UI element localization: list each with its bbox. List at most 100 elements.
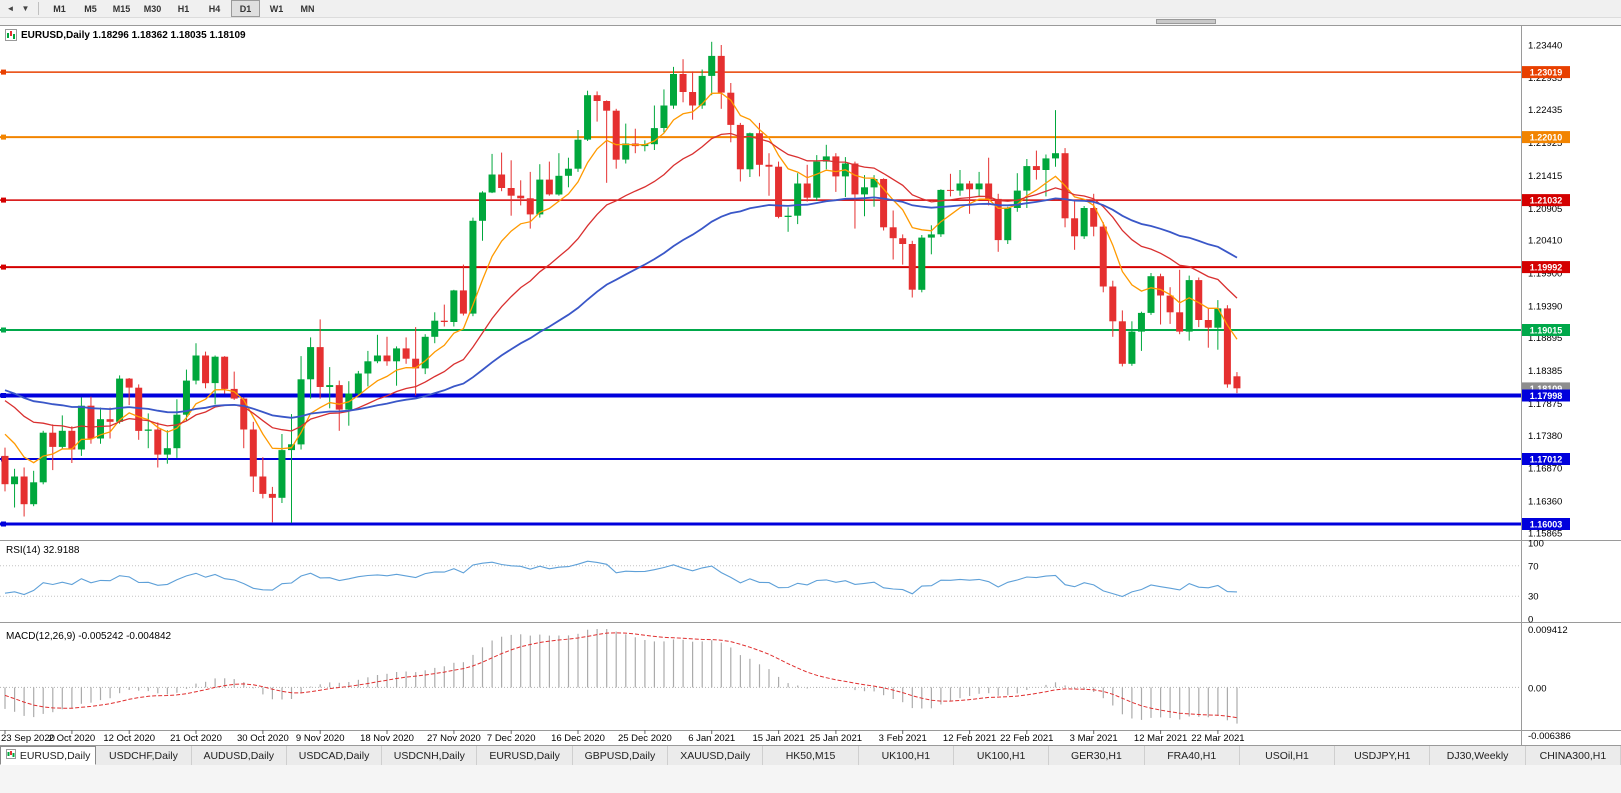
line-anchor-marker[interactable] xyxy=(1,69,6,75)
candle xyxy=(918,235,926,293)
line-anchor-marker[interactable] xyxy=(1,264,6,270)
chart-tab-usdcnh-daily[interactable]: USDCNH,Daily xyxy=(382,746,478,765)
timeframe-toolbar: ◄ ▼ M1 M5 M15 M30 H1 H4 D1 W1 MN xyxy=(0,0,1621,18)
chart-tab-gbpusd-daily[interactable]: GBPUSD,Daily xyxy=(573,746,669,765)
timeframe-button-m1[interactable]: M1 xyxy=(53,3,66,14)
rsi-axis-label: 30 xyxy=(1528,592,1539,603)
chart-tab-usdchf-daily[interactable]: USDCHF,Daily xyxy=(96,746,192,765)
time-axis-label: 27 Nov 2020 xyxy=(427,733,481,744)
candle xyxy=(536,164,544,218)
candle xyxy=(1223,305,1231,388)
timeframe-button-d1[interactable]: D1 xyxy=(231,0,260,17)
chart-tab-eurusd-daily[interactable]: EURUSD,Daily xyxy=(0,746,97,765)
candle xyxy=(1004,206,1012,244)
candle xyxy=(717,45,725,109)
line-anchor-marker[interactable] xyxy=(1,327,6,333)
candle xyxy=(11,468,19,508)
macd-signal-line xyxy=(4,632,1238,719)
time-axis-label: 12 Oct 2020 xyxy=(103,733,155,744)
price-axis-label: 1.15865 xyxy=(1528,528,1562,539)
rsi-label: RSI(14) 32.9188 xyxy=(6,545,80,556)
chart-tabbar: EURUSD,Daily USDCHF,Daily AUDUSD,Daily USDC… xyxy=(0,745,1621,765)
candle xyxy=(459,264,467,316)
chart-scrollbar[interactable] xyxy=(0,18,1621,25)
timeframe-button-h1[interactable]: H1 xyxy=(177,3,190,14)
candles-series xyxy=(1,41,1241,523)
time-axis-label: 23 Sep 2020 xyxy=(1,733,55,744)
candle xyxy=(1099,222,1107,293)
candle xyxy=(20,467,28,517)
price-axis-label: 1.23440 xyxy=(1528,41,1562,52)
candle xyxy=(603,100,611,183)
candle xyxy=(851,161,859,229)
candle xyxy=(211,355,219,405)
candle xyxy=(431,312,439,344)
candle xyxy=(1233,372,1241,394)
time-axis-label: 25 Jan 2021 xyxy=(810,733,862,744)
time-axis-label: 12 Feb 2021 xyxy=(943,733,996,744)
candle xyxy=(1109,280,1117,337)
timeframe-button-h4[interactable]: H4 xyxy=(208,3,221,14)
candle xyxy=(402,337,410,364)
chart-window: 1.23440 1.22935 1.22435 1.21925 1.21415 1.209… xyxy=(0,25,1621,745)
candle xyxy=(870,175,878,207)
candle xyxy=(861,175,868,217)
candle xyxy=(1166,287,1174,324)
price-chart-canvas[interactable]: 1.23440 1.22935 1.22435 1.21925 1.21415 1.209… xyxy=(0,25,1621,745)
line-anchor-marker[interactable] xyxy=(1,521,6,527)
chart-tab-usdjpy-h1[interactable]: USDJPY,H1 xyxy=(1335,746,1431,765)
candle xyxy=(1214,300,1222,350)
candle xyxy=(68,426,76,463)
candle xyxy=(1023,159,1031,208)
candle xyxy=(1032,150,1040,180)
chart-tab-uk100-h1[interactable]: UK100,H1 xyxy=(954,746,1050,765)
candle xyxy=(946,173,954,197)
candle xyxy=(182,369,190,422)
tab-label: EURUSD,Daily xyxy=(489,749,560,762)
timeframe-button-w1[interactable]: W1 xyxy=(269,3,284,14)
chart-tab-audusd-daily[interactable]: AUDUSD,Daily xyxy=(192,746,287,765)
timeframe-button-m5[interactable]: M5 xyxy=(84,3,97,14)
time-axis-label: 7 Dec 2020 xyxy=(487,733,536,744)
candle xyxy=(937,189,945,237)
time-axis-label: 6 Jan 2021 xyxy=(688,733,735,744)
svg-text:1.23019: 1.23019 xyxy=(1530,68,1563,78)
chart-tab-fra40-h1[interactable]: FRA40,H1 xyxy=(1145,746,1240,765)
candle xyxy=(1157,273,1165,325)
timeframe-button-mn[interactable]: MN xyxy=(300,3,315,14)
chart-tab-dj30-weekly[interactable]: DJ30,Weekly xyxy=(1430,746,1526,765)
chart-tab-usoil-h1[interactable]: USOil,H1 xyxy=(1240,746,1336,765)
macd-axis-label: 0.009412 xyxy=(1528,625,1568,636)
line-anchor-marker[interactable] xyxy=(1,134,6,140)
time-axis-label: 18 Nov 2020 xyxy=(360,733,414,744)
chart-tab-ger30-h1[interactable]: GER30,H1 xyxy=(1049,746,1145,765)
candle xyxy=(1071,201,1079,250)
candle xyxy=(765,153,773,196)
candle xyxy=(1118,310,1126,367)
chart-tab-eurusd-daily[interactable]: EURUSD,Daily xyxy=(477,746,573,765)
candle xyxy=(526,171,534,229)
dropdown-icon[interactable]: ▼ xyxy=(21,4,30,13)
svg-text:1.21032: 1.21032 xyxy=(1530,196,1563,206)
chart-tab-hk50-m15[interactable]: HK50,M15 xyxy=(763,746,859,765)
candle xyxy=(39,430,47,485)
candle xyxy=(1090,193,1098,237)
price-level-tag-1.17012: 1.17012 xyxy=(1522,453,1570,465)
candle xyxy=(880,178,888,231)
chart-tab-usdcad-daily[interactable]: USDCAD,Daily xyxy=(287,746,383,765)
line-anchor-marker[interactable] xyxy=(1,197,6,203)
chart-scrollbar-thumb[interactable] xyxy=(1156,19,1216,24)
time-axis-label: 15 Jan 2021 xyxy=(752,733,804,744)
price-axis-label: 1.20410 xyxy=(1528,236,1562,247)
time-axis-label: 3 Feb 2021 xyxy=(879,733,927,744)
tab-label: DJ30,Weekly xyxy=(1446,749,1509,762)
timeframe-button-m15[interactable]: M15 xyxy=(112,3,131,14)
line-anchor-marker[interactable] xyxy=(1,393,6,398)
scroll-left-icon[interactable]: ◄ xyxy=(6,4,15,13)
chart-tab-china300-h1[interactable]: CHINA300,H1 xyxy=(1526,746,1621,765)
chart-tab-xauusd-daily[interactable]: XAUUSD,Daily xyxy=(668,746,764,765)
candle xyxy=(1042,154,1050,197)
candle xyxy=(192,343,200,385)
chart-tab-uk100-h1[interactable]: UK100,H1 xyxy=(859,746,954,765)
timeframe-button-m30[interactable]: M30 xyxy=(143,3,162,14)
